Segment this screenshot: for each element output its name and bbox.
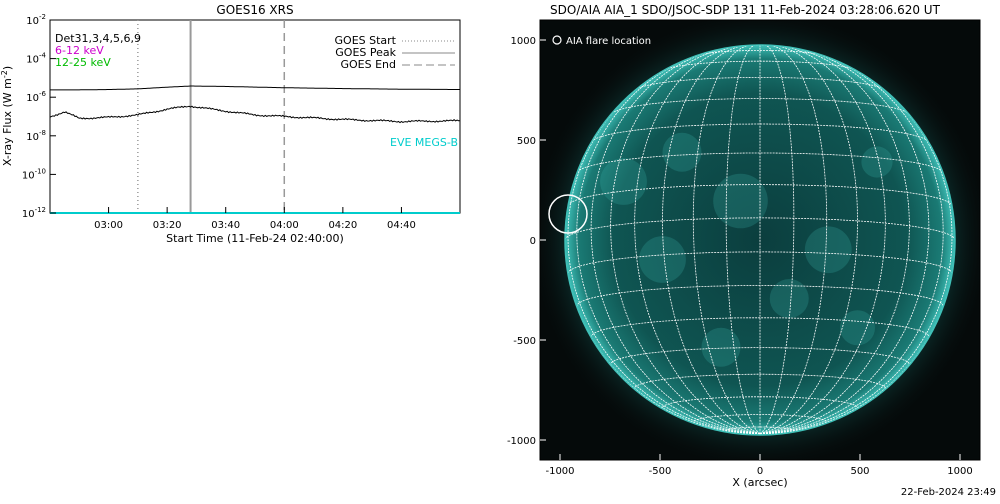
grid-line bbox=[567, 76, 761, 435]
grid-line bbox=[590, 48, 761, 435]
y-axis-label: X-ray Flux (W m-2) bbox=[0, 66, 14, 166]
legend-detectors: Det31,3,4,5,6,9 6-12 keV 12-25 keV bbox=[55, 32, 141, 69]
aia-y-tick-label: 1000 bbox=[511, 36, 536, 47]
aia-x-tick-label: 0 bbox=[757, 466, 763, 477]
x-tick-label: 04:40 bbox=[387, 220, 416, 231]
active-region-glow bbox=[713, 173, 768, 229]
legend-label-goes-start: GOES Start bbox=[335, 34, 397, 47]
x-tick-label: 03:00 bbox=[94, 220, 123, 231]
aia-x-tick-label: 1000 bbox=[947, 466, 972, 477]
aia-chart-title: SDO/AIA AIA_1 SDO/JSOC-SDP 131 11-Feb-20… bbox=[550, 3, 941, 17]
aia-x-tick-label: -500 bbox=[649, 466, 672, 477]
grid-line bbox=[662, 396, 858, 411]
active-region-glow bbox=[600, 158, 647, 205]
y-tick-label: 10-8 bbox=[26, 129, 46, 143]
grid-line bbox=[759, 239, 955, 435]
aia-solar-image-chart: SDO/AIA AIA_1 SDO/JSOC-SDP 131 11-Feb-20… bbox=[495, 0, 1000, 500]
grid-line bbox=[567, 251, 953, 274]
x-tick-label: 04:20 bbox=[328, 220, 357, 231]
legend-label-6-12kev: 6-12 keV bbox=[55, 44, 104, 57]
grid-line bbox=[692, 414, 828, 424]
active-region-glow bbox=[861, 146, 893, 178]
grid-line bbox=[590, 317, 930, 338]
grid-line bbox=[759, 47, 910, 435]
aia-x-tick-labels: -1000 -500 0 500 1000 bbox=[545, 454, 973, 477]
x-tick-label: 04:00 bbox=[270, 220, 299, 231]
x-tick-label: 03:40 bbox=[211, 220, 240, 231]
footer-timestamp: 22-Feb-2024 23:49 bbox=[900, 487, 996, 498]
active-region-glow bbox=[639, 236, 686, 283]
eve-megs-b-label: EVE MEGS-B bbox=[390, 136, 458, 149]
grid-line bbox=[634, 45, 761, 435]
legend-label-12-25kev: 12-25 keV bbox=[55, 56, 111, 69]
grid-line bbox=[576, 152, 944, 173]
active-region-glow bbox=[839, 310, 876, 346]
grid-line bbox=[610, 47, 761, 435]
grid-line bbox=[759, 45, 828, 435]
flare-legend-label: AIA flare location bbox=[566, 36, 651, 47]
grid-line bbox=[759, 45, 886, 435]
goes-xrs-plot: GOES16 XRS 10-12 10-10 10-8 10-6 10-4 10-2 03… bbox=[0, 3, 461, 245]
y-tick-label: 10-10 bbox=[22, 167, 46, 181]
goes-time-markers bbox=[137, 20, 286, 213]
grid-line bbox=[759, 76, 953, 435]
grid-line bbox=[567, 184, 953, 206]
aia-x-axis-label: X (arcsec) bbox=[732, 476, 787, 489]
grid-line bbox=[725, 45, 761, 435]
grid-line bbox=[635, 77, 885, 90]
y-tick-label: 10-12 bbox=[22, 206, 46, 220]
aia-y-tick-label: -1000 bbox=[507, 436, 536, 447]
y-tick-label: 10-6 bbox=[26, 90, 46, 104]
legend-label-goes-end: GOES End bbox=[340, 58, 396, 71]
aia-y-tick-label: 500 bbox=[517, 136, 536, 147]
flux-series-group bbox=[49, 85, 461, 214]
grid-line bbox=[634, 373, 886, 391]
active-region-glow bbox=[662, 132, 702, 172]
grid-line bbox=[664, 60, 856, 71]
legend-label-detectors: Det31,3,4,5,6,9 bbox=[55, 32, 141, 45]
grid-line bbox=[591, 123, 929, 143]
grid-line bbox=[611, 98, 909, 115]
flare-location-marker bbox=[548, 194, 588, 234]
disk-active-regions bbox=[600, 132, 893, 367]
flux-series-1 bbox=[49, 105, 461, 124]
active-region-glow bbox=[769, 279, 809, 318]
flux-series-0 bbox=[50, 85, 460, 91]
grid-line bbox=[576, 285, 944, 308]
grid-line bbox=[697, 50, 823, 56]
grid-line bbox=[565, 217, 955, 241]
aia-plot: SDO/AIA AIA_1 SDO/JSOC-SDP 131 11-Feb-20… bbox=[507, 3, 981, 489]
active-region-glow bbox=[701, 327, 741, 367]
grid-line bbox=[759, 48, 930, 435]
heliographic-grid bbox=[565, 45, 955, 435]
y-tick-label: 10-2 bbox=[26, 13, 46, 27]
grid-line bbox=[662, 45, 761, 435]
aia-y-tick-label: -500 bbox=[513, 336, 536, 347]
aia-x-tick-label: -1000 bbox=[545, 466, 574, 477]
flare-legend-icon bbox=[552, 35, 562, 45]
legend-label-goes-peak: GOES Peak bbox=[335, 46, 396, 59]
grid-line bbox=[692, 45, 761, 435]
grid-line bbox=[565, 239, 761, 435]
grid-line bbox=[759, 45, 858, 435]
legend-goes-markers: GOES Start GOES Peak GOES End bbox=[335, 34, 455, 71]
grid-line bbox=[725, 426, 795, 432]
grid-line bbox=[610, 347, 910, 366]
aia-y-tick-label: 0 bbox=[530, 236, 536, 247]
x-tick-label: 03:20 bbox=[153, 220, 182, 231]
aia-y-tick-labels: 1000 500 0 -500 -1000 bbox=[507, 36, 546, 447]
goes-xrs-chart: GOES16 XRS 10-12 10-10 10-8 10-6 10-4 10-2 03… bbox=[0, 0, 470, 250]
grid-line bbox=[759, 45, 795, 435]
solar-limb bbox=[564, 44, 956, 436]
active-region-glow bbox=[804, 226, 852, 274]
x-axis-label: Start Time (11-Feb-24 02:40:00) bbox=[166, 232, 344, 245]
aia-x-tick-label: 500 bbox=[850, 466, 869, 477]
chart-title: GOES16 XRS bbox=[216, 3, 293, 17]
y-tick-label: 10-4 bbox=[26, 52, 46, 66]
x-tick-labels: 03:00 03:20 03:40 04:00 04:20 04:40 bbox=[94, 207, 416, 231]
